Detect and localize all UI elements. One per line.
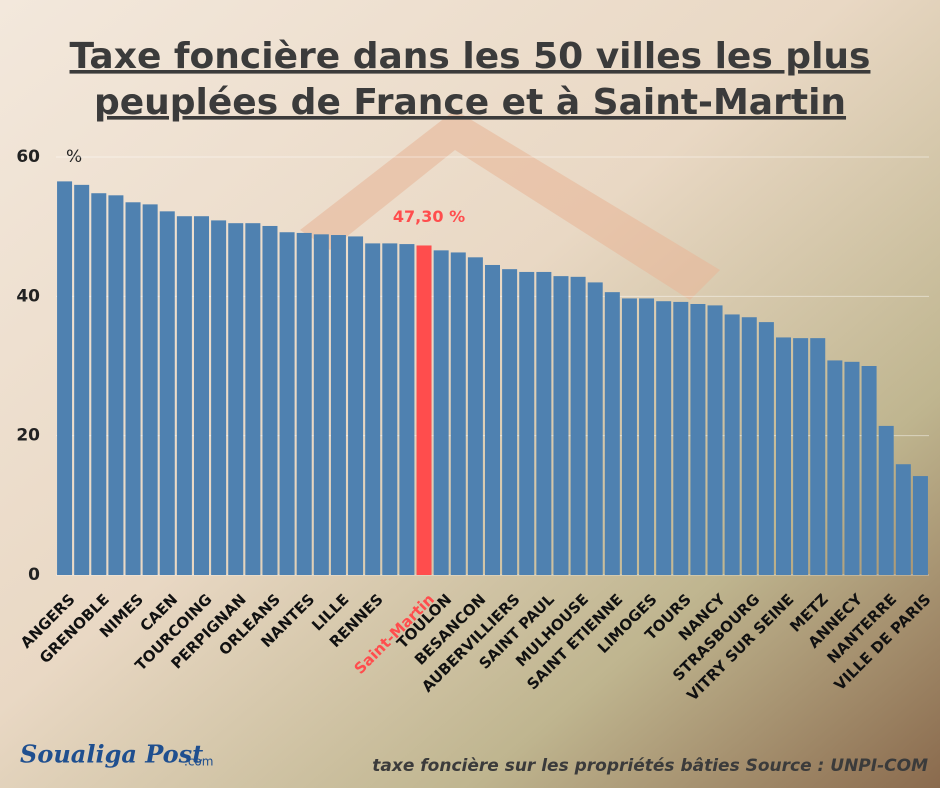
bar: [861, 366, 877, 575]
logo-suffix: .com: [184, 755, 213, 769]
bar: [827, 360, 843, 575]
bar: [416, 245, 432, 575]
bar: [587, 282, 603, 575]
bar: [639, 298, 655, 575]
bar: [844, 361, 860, 575]
bar: [604, 292, 620, 575]
bar: [502, 269, 518, 575]
bar: [399, 244, 415, 576]
bar: [57, 181, 73, 575]
bar: [673, 301, 689, 575]
bar: [159, 211, 175, 575]
bar: [450, 252, 466, 575]
y-tick-label: 60: [16, 147, 40, 167]
source: taxe foncière sur les propriétés bâties …: [372, 756, 928, 776]
bar: [176, 216, 192, 575]
bar: [348, 236, 364, 576]
bar: [142, 204, 158, 575]
bar: [74, 184, 90, 575]
bar: [108, 195, 124, 576]
bar: [433, 250, 449, 575]
bar: [707, 305, 723, 575]
bar: [485, 264, 500, 575]
bar: [776, 337, 791, 575]
bar: [194, 216, 209, 575]
bar: [810, 338, 826, 575]
bar: [570, 276, 586, 575]
bar: [724, 314, 740, 575]
bar: [912, 476, 928, 575]
bar: [793, 338, 809, 575]
bar: [656, 301, 672, 575]
bar: [365, 243, 381, 576]
bar: [296, 232, 312, 576]
bar: [621, 298, 637, 575]
chart-title: peuplées de France et à Saint-Martin: [94, 82, 846, 123]
bar: [895, 464, 911, 575]
bar: [741, 317, 757, 575]
bar: [382, 243, 398, 576]
logo: Soualiga Post: [20, 740, 203, 769]
bar: [228, 223, 244, 575]
bar: [245, 223, 261, 575]
bar: [313, 234, 329, 575]
bar: [467, 257, 483, 575]
bar: [279, 232, 295, 576]
bar: [91, 193, 107, 575]
bar: [262, 225, 278, 575]
bar: [553, 276, 569, 575]
bar: [330, 235, 346, 575]
y-axis-label: %: [66, 147, 82, 167]
bar: [211, 220, 227, 575]
chart-title: Taxe foncière dans les 50 villes les plu…: [70, 36, 871, 77]
y-tick-label: 40: [16, 286, 40, 306]
bar: [878, 425, 894, 575]
bar: [690, 303, 706, 575]
bar: [536, 271, 552, 575]
y-tick-label: 20: [16, 426, 40, 446]
y-tick-label: 0: [28, 565, 40, 585]
bar: [758, 322, 774, 575]
bar: [519, 271, 535, 575]
house-roof: [300, 110, 720, 300]
value-label: 47,30 %: [393, 207, 465, 226]
bar: [125, 202, 141, 576]
